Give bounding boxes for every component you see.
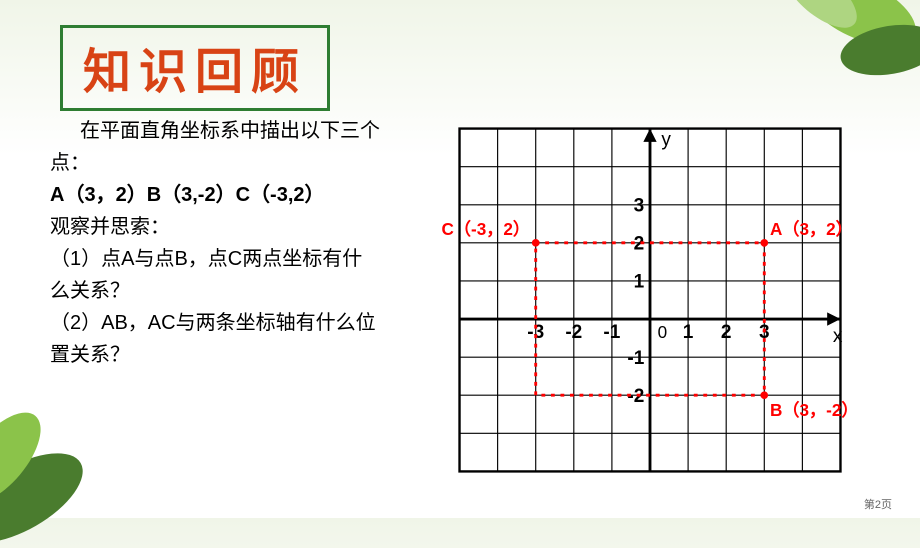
page-number: 第2页 — [864, 496, 892, 512]
svg-text:2: 2 — [721, 322, 732, 343]
svg-text:1: 1 — [683, 322, 694, 343]
svg-text:B（3，-2）: B（3，-2） — [770, 400, 859, 420]
svg-text:y: y — [661, 130, 671, 151]
heading-text: 知识回顾 — [83, 46, 307, 99]
leaf-decoration-top — [740, 0, 920, 100]
q1-text: （1）点A与点B，点C两点坐标有什么关系？ — [50, 243, 380, 307]
points-text: A（3，2）B（3,-2）C（-3,2） — [50, 179, 380, 211]
svg-text:-2: -2 — [565, 322, 582, 343]
heading-box: 知识回顾 — [60, 25, 330, 111]
content-text: 在平面直角坐标系中描出以下三个点： A（3，2）B（3,-2）C（-3,2） 观… — [50, 115, 380, 371]
svg-text:x: x — [833, 326, 843, 347]
svg-text:0: 0 — [658, 322, 668, 342]
coordinate-graph: -3-2-1123-2-11230xyA（3，2）B（3，-2）C（-3，2） — [420, 100, 880, 500]
svg-text:-1: -1 — [627, 348, 644, 369]
svg-text:1: 1 — [634, 272, 645, 293]
q2-text: （2）AB，AC与两条坐标轴有什么位置关系？ — [50, 307, 380, 371]
leaf-decoration-bottom — [0, 408, 140, 548]
observe-text: 观察并思索： — [50, 216, 170, 238]
svg-text:C（-3，2）: C（-3，2） — [442, 219, 531, 239]
svg-text:3: 3 — [634, 195, 645, 216]
intro-text: 在平面直角坐标系中描出以下三个点： — [50, 115, 380, 179]
svg-text:A（3，2）: A（3，2） — [770, 219, 853, 239]
svg-text:-1: -1 — [603, 322, 620, 343]
